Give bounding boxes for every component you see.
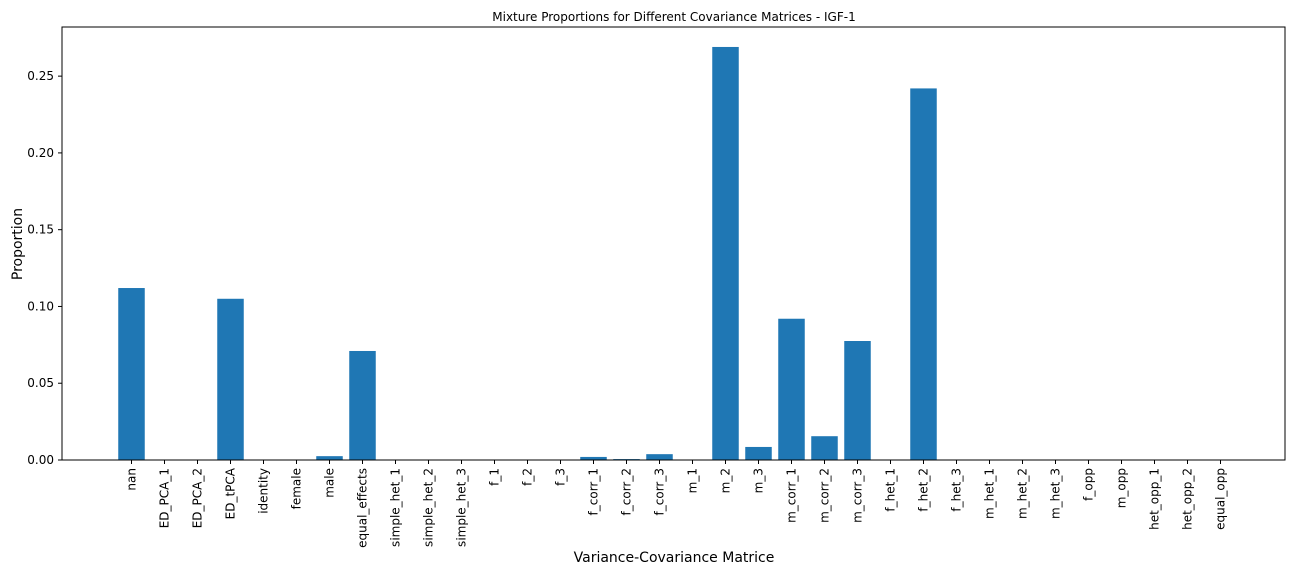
chart-title: Mixture Proportions for Different Covari… bbox=[492, 10, 855, 24]
bar-f_corr_3 bbox=[646, 454, 673, 460]
y-tick-label: 0.15 bbox=[27, 223, 54, 237]
x-tick-label: equal_opp bbox=[1214, 468, 1228, 530]
x-axis-title: Variance-Covariance Matrice bbox=[574, 550, 775, 566]
bar-nan bbox=[118, 288, 145, 460]
y-tick-label: 0.10 bbox=[27, 299, 54, 313]
x-tick-label: f_het_2 bbox=[917, 468, 931, 512]
x-tick-label: m_corr_1 bbox=[785, 468, 799, 523]
y-tick-label: 0.25 bbox=[27, 69, 54, 83]
y-tick-label: 0.00 bbox=[27, 453, 54, 467]
x-tick-label: ED_PCA_2 bbox=[191, 468, 205, 528]
x-tick-label: m_1 bbox=[686, 468, 700, 493]
bar-f_corr_1 bbox=[580, 456, 607, 460]
x-tick-label: simple_het_3 bbox=[455, 468, 469, 547]
bar-m_corr_1 bbox=[778, 318, 805, 460]
x-tick-label: f_corr_3 bbox=[653, 468, 667, 515]
bar-m_corr_3 bbox=[844, 341, 871, 460]
plot-area bbox=[118, 46, 937, 460]
x-tick-label: f_corr_1 bbox=[587, 468, 601, 515]
x-axis: nan ED_PCA_1 ED_PCA_2 ED_tPCA identity female… bbox=[125, 460, 1228, 548]
x-tick-label: equal_effects bbox=[356, 468, 370, 548]
x-tick-label: m_het_2 bbox=[1016, 468, 1030, 519]
x-tick-label: m_3 bbox=[752, 468, 766, 493]
x-tick-label: m_opp bbox=[1115, 468, 1129, 508]
bar-equal_effects bbox=[349, 350, 376, 460]
bar-m_corr_2 bbox=[811, 436, 838, 460]
x-tick-label: m_het_3 bbox=[1049, 468, 1063, 519]
bar-f_het_2 bbox=[910, 88, 937, 460]
y-tick-label: 0.20 bbox=[27, 146, 54, 160]
x-tick-label: simple_het_2 bbox=[422, 468, 436, 547]
x-tick-label: het_opp_1 bbox=[1148, 468, 1162, 530]
x-tick-label: m_corr_3 bbox=[851, 468, 865, 523]
x-tick-label: male bbox=[323, 468, 337, 498]
x-tick-label: m_corr_2 bbox=[818, 468, 832, 523]
x-tick-label: female bbox=[290, 468, 304, 509]
x-tick-label: f_corr_2 bbox=[620, 468, 634, 515]
bar-m_3 bbox=[745, 446, 772, 460]
x-tick-label: het_opp_2 bbox=[1181, 468, 1195, 530]
bar-ED_tPCA bbox=[217, 298, 244, 460]
x-tick-label: f_opp bbox=[1082, 468, 1096, 501]
x-tick-label: ED_PCA_1 bbox=[158, 468, 172, 528]
y-axis: 0.00 0.05 0.10 0.15 0.20 0.25 bbox=[27, 69, 62, 467]
x-tick-label: f_2 bbox=[521, 468, 535, 486]
x-tick-label: nan bbox=[125, 468, 139, 491]
bar-male bbox=[316, 456, 343, 460]
x-tick-label: m_2 bbox=[719, 468, 733, 493]
plot-frame bbox=[61, 26, 1286, 461]
x-tick-label: ED_tPCA bbox=[224, 467, 238, 519]
x-tick-label: identity bbox=[257, 468, 271, 514]
bar-m_2 bbox=[712, 46, 739, 460]
y-tick-label: 0.05 bbox=[27, 376, 54, 390]
x-tick-label: m_het_1 bbox=[983, 468, 997, 519]
x-tick-label: f_3 bbox=[554, 468, 568, 486]
x-tick-label: simple_het_1 bbox=[389, 468, 403, 547]
x-tick-label: f_het_1 bbox=[884, 468, 898, 512]
x-tick-label: f_het_3 bbox=[950, 468, 964, 512]
y-axis-title: Proportion bbox=[10, 208, 26, 280]
x-tick-label: f_1 bbox=[488, 468, 502, 486]
